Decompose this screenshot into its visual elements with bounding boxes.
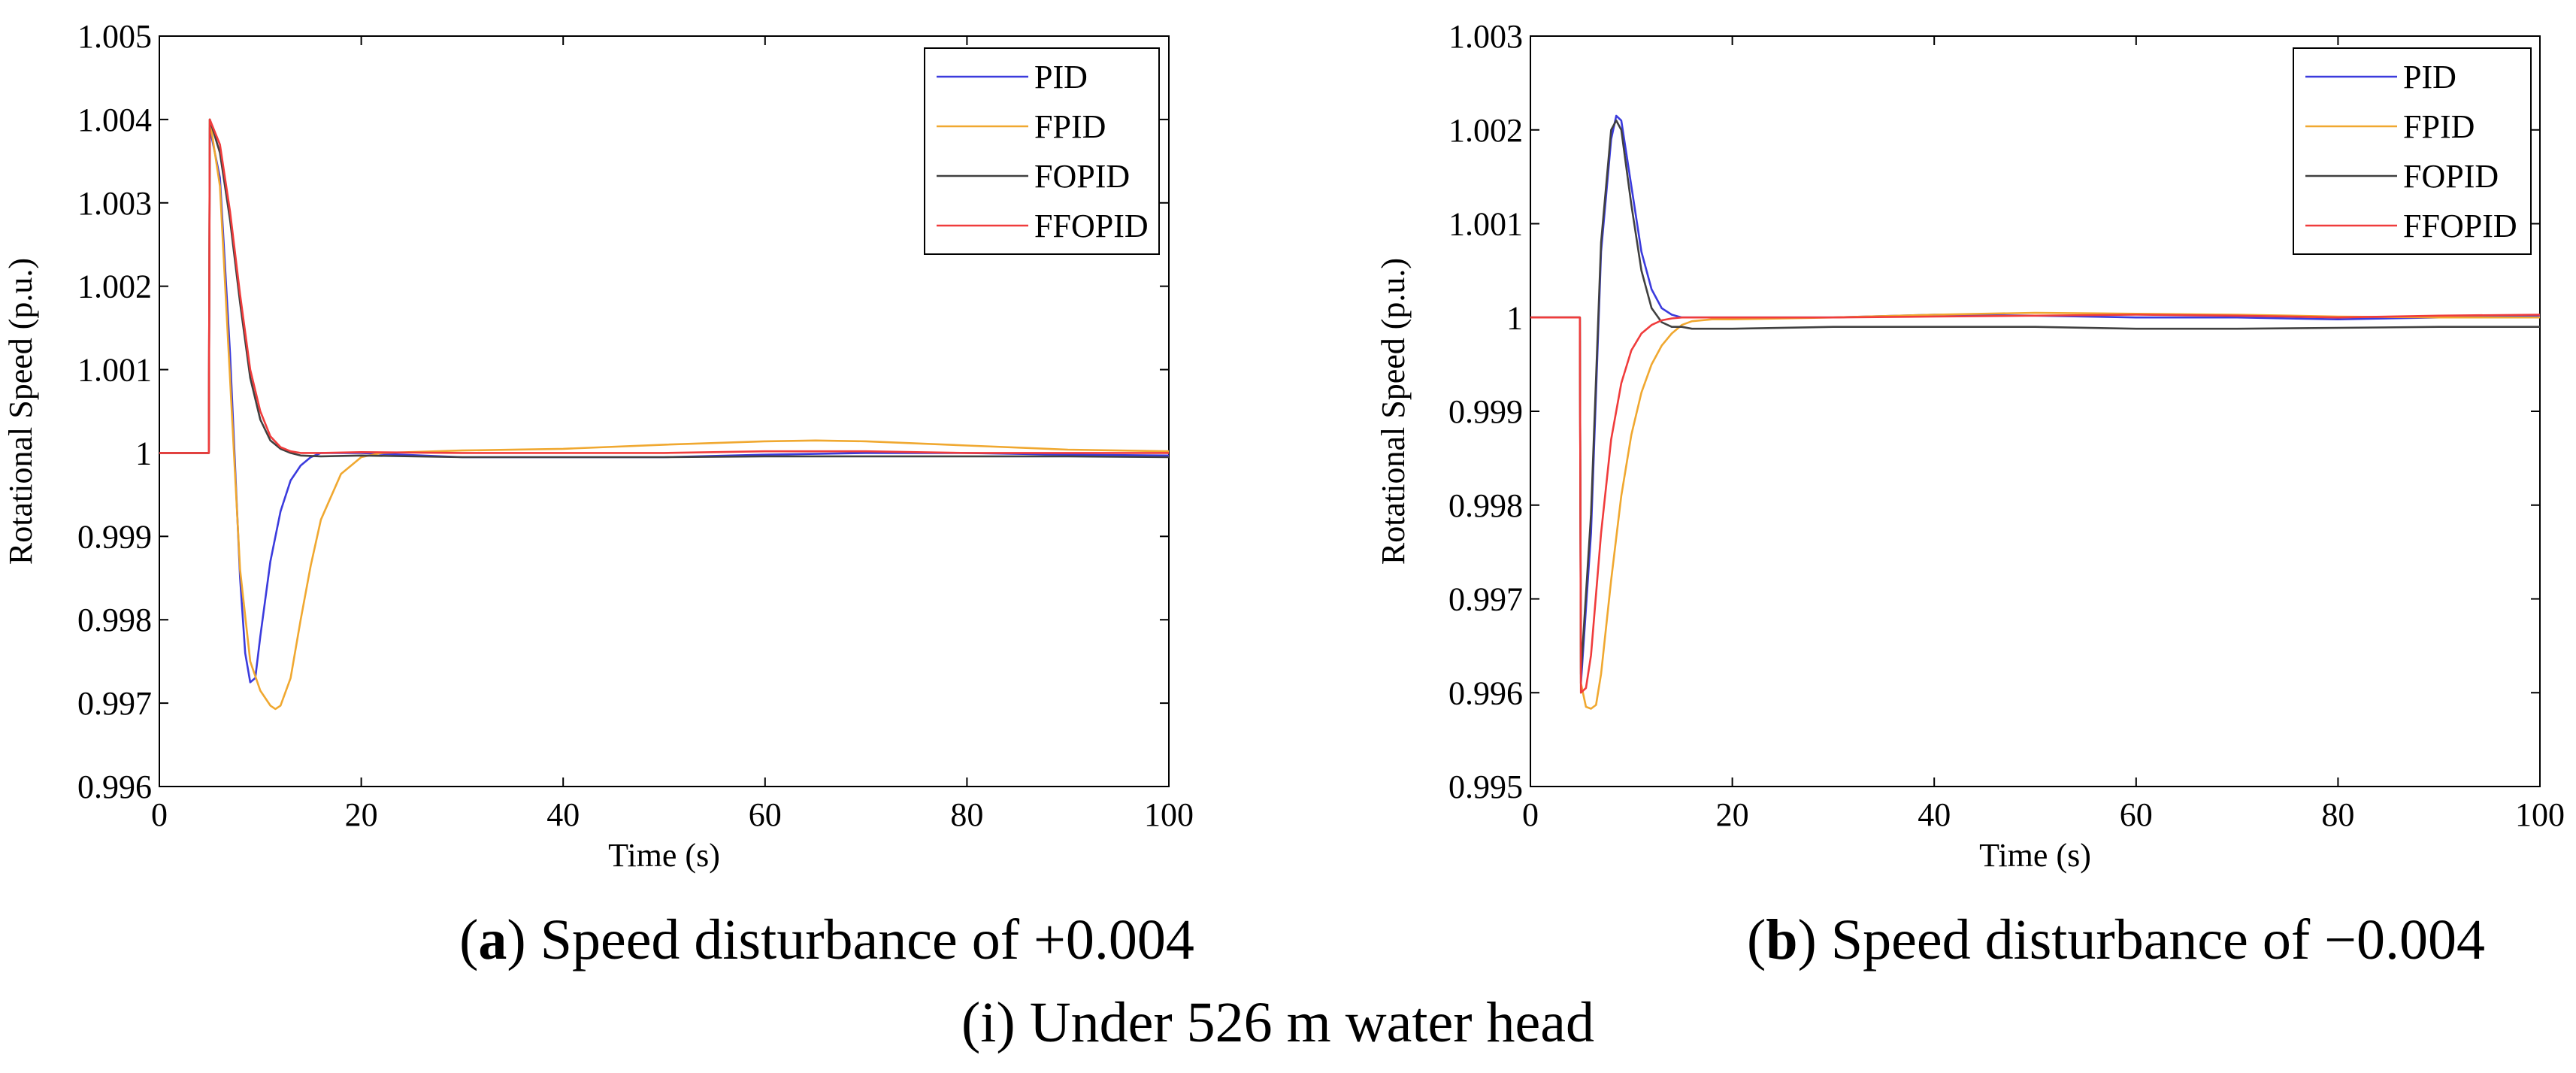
y-tick-label: 0.999 bbox=[77, 518, 152, 555]
y-tick-label: 1.003 bbox=[77, 185, 152, 222]
x-tick-label: 80 bbox=[2321, 796, 2354, 833]
caption-a-letter: a bbox=[478, 908, 507, 971]
x-tick-label: 40 bbox=[1918, 796, 1951, 833]
y-tick-label: 1.002 bbox=[77, 268, 152, 305]
legend-label-fpid: FPID bbox=[1034, 108, 1106, 145]
x-tick-label: 0 bbox=[1522, 796, 1539, 833]
x-axis-label: Time (s) bbox=[608, 837, 720, 874]
y-tick-label: 0.997 bbox=[77, 685, 152, 722]
legend-box bbox=[924, 47, 1160, 255]
caption-b-letter: b bbox=[1766, 908, 1797, 971]
caption-a-text: ) Speed disturbance of +0.004 bbox=[507, 908, 1194, 971]
x-tick-label: 100 bbox=[2515, 796, 2565, 833]
series-line-fpid bbox=[1530, 311, 2540, 710]
series-line-fopid bbox=[1530, 120, 2540, 675]
x-tick-label: 40 bbox=[546, 796, 580, 833]
series-line-pid bbox=[159, 126, 1169, 684]
y-tick-label: 0.996 bbox=[1448, 674, 1523, 711]
x-tick-label: 20 bbox=[345, 796, 378, 833]
legend: PID FPID FOPID FFOPID bbox=[2293, 47, 2532, 255]
legend-box bbox=[2293, 47, 2532, 255]
y-tick-label: 0.999 bbox=[1448, 393, 1523, 430]
y-tick-label: 1.005 bbox=[77, 18, 152, 55]
legend-label-fopid: FOPID bbox=[2403, 158, 2499, 195]
y-axis-label: Rotational Speed (p.u.) bbox=[1375, 258, 1412, 565]
y-tick-label: 1 bbox=[1506, 299, 1523, 336]
x-tick-label: 60 bbox=[749, 796, 782, 833]
series-group bbox=[159, 118, 1169, 711]
y-tick-label: 1.004 bbox=[77, 102, 152, 138]
y-tick-label: 1 bbox=[135, 435, 152, 471]
x-tick-label: 0 bbox=[151, 796, 168, 833]
y-tick-label: 0.998 bbox=[1448, 487, 1523, 524]
caption-b: (b) Speed disturbance of −0.004 bbox=[1747, 908, 2485, 971]
series-group bbox=[1530, 114, 2540, 710]
legend: PID FPID FOPID FFOPID bbox=[924, 47, 1160, 255]
x-axis-label: Time (s) bbox=[1979, 837, 2091, 874]
y-tick-label: 0.997 bbox=[1448, 581, 1523, 618]
figure-caption: (i) Under 526 m water head bbox=[961, 991, 1594, 1054]
y-tick-label: 1.003 bbox=[1448, 18, 1523, 55]
y-axis-label: Rotational Speed (p.u.) bbox=[2, 258, 39, 565]
plot-area bbox=[159, 35, 1170, 787]
legend-label-pid: PID bbox=[1034, 59, 1088, 95]
y-tick-label: 1.002 bbox=[1448, 112, 1523, 149]
series-line-ffopid bbox=[1530, 314, 2540, 694]
y-tick-label: 0.998 bbox=[77, 602, 152, 638]
x-tick-label: 20 bbox=[1716, 796, 1749, 833]
x-tick-label: 100 bbox=[1144, 796, 1194, 833]
chart-b: 0 20 40 60 80 100 0.995 0.996 0.997 0.998 0.999 1 1.… bbox=[1375, 18, 2565, 874]
chart-a: 0 20 40 60 80 100 0.996 0.997 0.998 0.999 1 1.001 1.… bbox=[2, 18, 1194, 874]
legend-label-ffopid: FFOPID bbox=[2403, 208, 2517, 244]
y-tick-label: 1.001 bbox=[77, 352, 152, 389]
caption-b-text: ) Speed disturbance of −0.004 bbox=[1798, 908, 2486, 971]
legend-label-ffopid: FFOPID bbox=[1034, 208, 1149, 244]
y-tick-label: 0.995 bbox=[1448, 768, 1523, 805]
legend-label-fpid: FPID bbox=[2403, 108, 2475, 145]
x-tick-label: 60 bbox=[2120, 796, 2153, 833]
series-line-ffopid bbox=[159, 118, 1169, 454]
legend-label-fopid: FOPID bbox=[1034, 158, 1130, 195]
y-tick-label: 0.996 bbox=[77, 768, 152, 805]
series-line-fopid bbox=[159, 118, 1169, 459]
legend-label-pid: PID bbox=[2403, 59, 2456, 95]
x-tick-label: 80 bbox=[950, 796, 983, 833]
series-line-fpid bbox=[159, 118, 1169, 711]
caption-a: (a) Speed disturbance of +0.004 bbox=[459, 908, 1194, 971]
y-tick-label: 1.001 bbox=[1448, 206, 1523, 243]
